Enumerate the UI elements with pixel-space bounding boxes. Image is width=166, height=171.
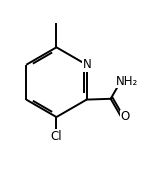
Text: NH₂: NH₂ bbox=[116, 75, 138, 88]
Text: N: N bbox=[83, 58, 91, 71]
Text: Cl: Cl bbox=[51, 130, 62, 143]
Text: O: O bbox=[121, 110, 130, 123]
